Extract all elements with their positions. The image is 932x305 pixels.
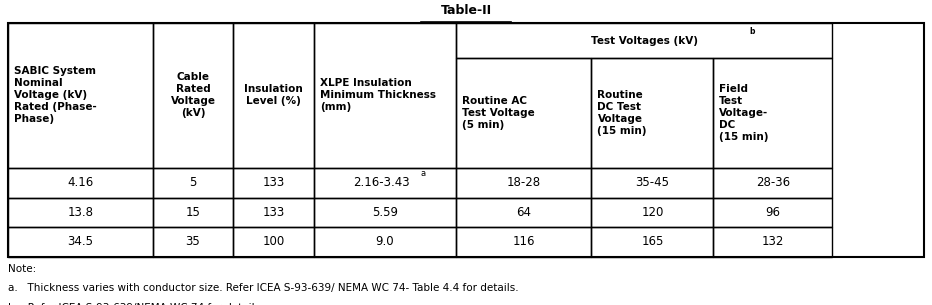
Text: a.   Thickness varies with conductor size. Refer ICEA S-93-639/ NEMA WC 74- Tabl: a. Thickness varies with conductor size.… [8,284,518,293]
Bar [456,23,832,58]
Bar [456,168,592,198]
Bar [592,58,713,168]
Text: 116: 116 [513,235,535,248]
Text: 100: 100 [263,235,285,248]
Bar [456,58,592,168]
Bar [314,168,456,198]
Text: 35: 35 [185,235,200,248]
Text: 13.8: 13.8 [67,206,93,219]
Bar [713,227,832,257]
Text: 28-36: 28-36 [756,176,790,189]
Bar [592,227,713,257]
Text: Note:: Note: [8,264,36,274]
Bar [456,198,592,227]
Text: Test Voltages (kV): Test Voltages (kV) [591,35,698,45]
Bar [233,23,314,168]
Text: Cable
Rated
Voltage
(kV): Cable Rated Voltage (kV) [171,73,215,119]
Text: 35-45: 35-45 [636,176,669,189]
Text: 34.5: 34.5 [67,235,93,248]
Text: Field
Test
Voltage-
DC
(15 min): Field Test Voltage- DC (15 min) [720,84,769,142]
Text: 15: 15 [185,206,200,219]
Text: 132: 132 [761,235,784,248]
Text: 4.16: 4.16 [67,176,93,189]
Bar [8,23,924,257]
Text: b.   Refer ICEA S-93-639/NEMA WC 74 for details.: b. Refer ICEA S-93-639/NEMA WC 74 for de… [8,303,264,305]
Text: XLPE Insulation
Minimum Thickness
(mm): XLPE Insulation Minimum Thickness (mm) [320,78,436,113]
Text: SABIC System
Nominal
Voltage (kV)
Rated (Phase-
Phase): SABIC System Nominal Voltage (kV) Rated … [14,66,97,124]
Text: 64: 64 [516,206,531,219]
Bar [8,23,153,168]
Text: 133: 133 [263,206,285,219]
Text: a: a [421,169,426,178]
Bar [592,168,713,198]
Text: 133: 133 [263,176,285,189]
Text: b: b [749,27,755,36]
Text: 165: 165 [641,235,664,248]
Text: 96: 96 [765,206,780,219]
Text: Routine AC
Test Voltage
(5 min): Routine AC Test Voltage (5 min) [462,96,535,130]
Bar [153,168,233,198]
Bar [592,198,713,227]
Bar [314,198,456,227]
Text: 18-28: 18-28 [507,176,541,189]
Text: Table-II: Table-II [441,5,491,17]
Text: 5: 5 [189,176,197,189]
Bar [314,23,456,168]
Bar [153,198,233,227]
Bar [8,198,153,227]
Bar [153,23,233,168]
Bar [8,168,153,198]
Bar [233,227,314,257]
Text: Insulation
Level (%): Insulation Level (%) [244,84,303,106]
Bar [456,227,592,257]
Bar [233,168,314,198]
Bar [713,58,832,168]
Bar [8,227,153,257]
Bar [713,198,832,227]
Text: 2.16-3.43: 2.16-3.43 [353,176,410,189]
Text: 5.59: 5.59 [372,206,398,219]
Text: 120: 120 [641,206,664,219]
Bar [153,227,233,257]
Text: Routine
DC Test
Voltage
(15 min): Routine DC Test Voltage (15 min) [597,90,647,136]
Bar [713,168,832,198]
Bar [314,227,456,257]
Text: 9.0: 9.0 [376,235,394,248]
Bar [233,198,314,227]
